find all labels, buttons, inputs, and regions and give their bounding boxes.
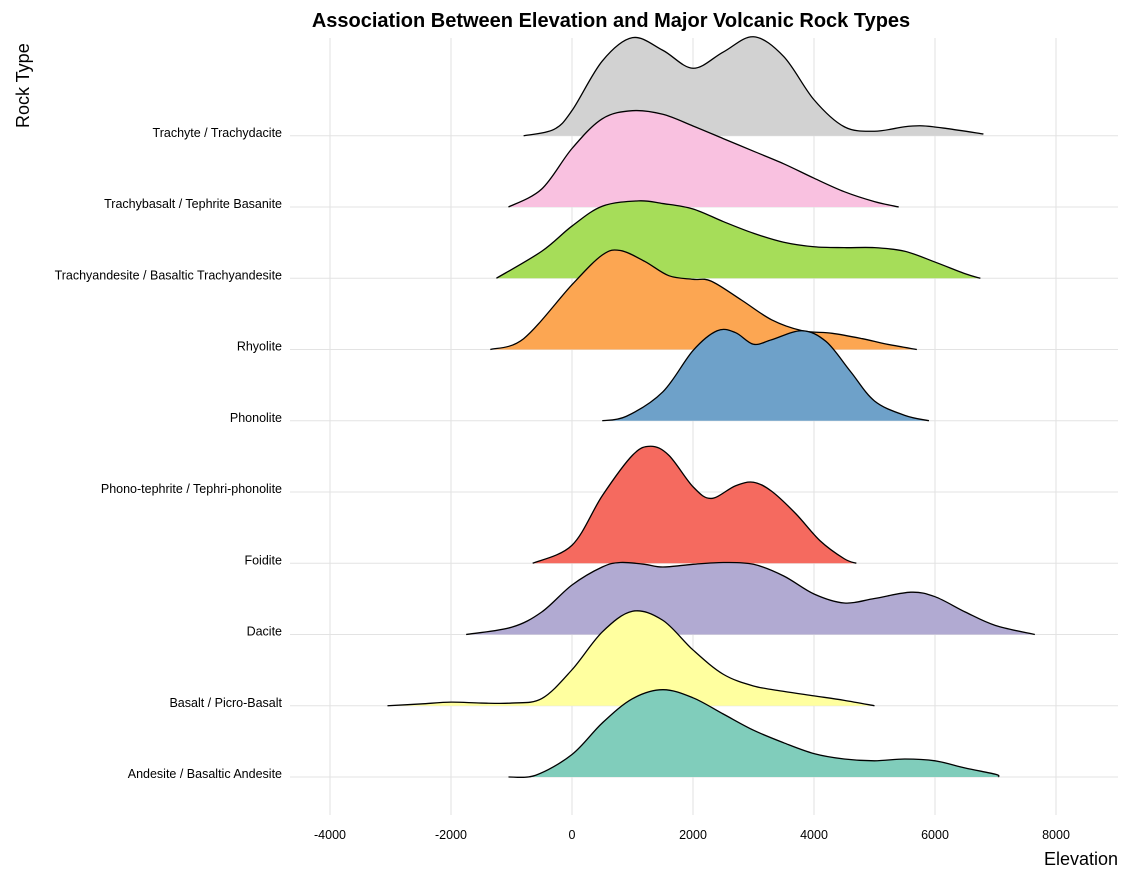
ridge-fill-rhyolite [490, 249, 917, 350]
x-tick-label: -4000 [314, 828, 346, 842]
x-tick-label: 4000 [800, 828, 828, 842]
y-tick-label: Andesite / Basaltic Andesite [128, 767, 282, 781]
ridge-layer [387, 36, 1035, 779]
ridge-fill-trachybasalt-tephrite-basanite [508, 110, 899, 207]
y-tick-label: Trachyte / Trachydacite [153, 126, 282, 140]
y-tick-label: Foidite [244, 553, 282, 567]
ridge-fill-andesite-basaltic-andesite [508, 689, 999, 778]
ridge-outline-rhyolite [490, 249, 917, 351]
y-tick-label: Phonolite [230, 411, 282, 425]
x-tick-label: 8000 [1042, 828, 1070, 842]
y-tick-label: Phono-tephrite / Tephri-phonolite [101, 482, 282, 496]
x-axis-title: Elevation [1044, 849, 1118, 869]
x-tick-label: -2000 [435, 828, 467, 842]
ridge-fill-foidite [532, 446, 857, 564]
y-tick-label: Basalt / Picro-Basalt [169, 696, 282, 710]
ridge-outline-trachyte-trachydacite [523, 36, 984, 137]
y-tick-label: Rhyolite [237, 340, 282, 354]
x-tick-label: 0 [569, 828, 576, 842]
ridge-fill-trachyte-trachydacite [523, 36, 984, 136]
x-tick-label: 6000 [921, 828, 949, 842]
ridge-outline-foidite [532, 445, 857, 564]
ridge-fill-phonolite [602, 329, 929, 421]
ridge-outline-dacite [466, 561, 1035, 636]
ridge-fill-dacite [466, 562, 1035, 635]
ridge-fill-basalt-picro-basalt [387, 610, 875, 706]
ridge-outline-basalt-picro-basalt [387, 610, 875, 707]
ridge-fill-trachyandesite-basaltic-trachyandesite [496, 200, 981, 279]
x-tick-labels: -4000 -2000 0 2000 4000 6000 8000 [314, 828, 1070, 842]
ridge-outline-phonolite [602, 328, 930, 422]
y-tick-labels: Andesite / Basaltic Andesite Basalt / Pic… [55, 126, 283, 781]
x-tick-label: 2000 [679, 828, 707, 842]
y-tick-label: Trachybasalt / Tephrite Basanite [104, 197, 282, 211]
ridge-outline-andesite-basaltic-andesite [508, 689, 1000, 779]
ridge-outline-trachybasalt-tephrite-basanite [508, 109, 899, 208]
ridge-outline-trachyandesite-basaltic-trachyandesite [496, 200, 981, 279]
y-axis-title: Rock Type [13, 43, 33, 128]
y-tick-label: Dacite [247, 625, 282, 639]
y-tick-label: Trachyandesite / Basaltic Trachyandesite [55, 268, 282, 282]
chart-title: Association Between Elevation and Major … [312, 10, 910, 32]
